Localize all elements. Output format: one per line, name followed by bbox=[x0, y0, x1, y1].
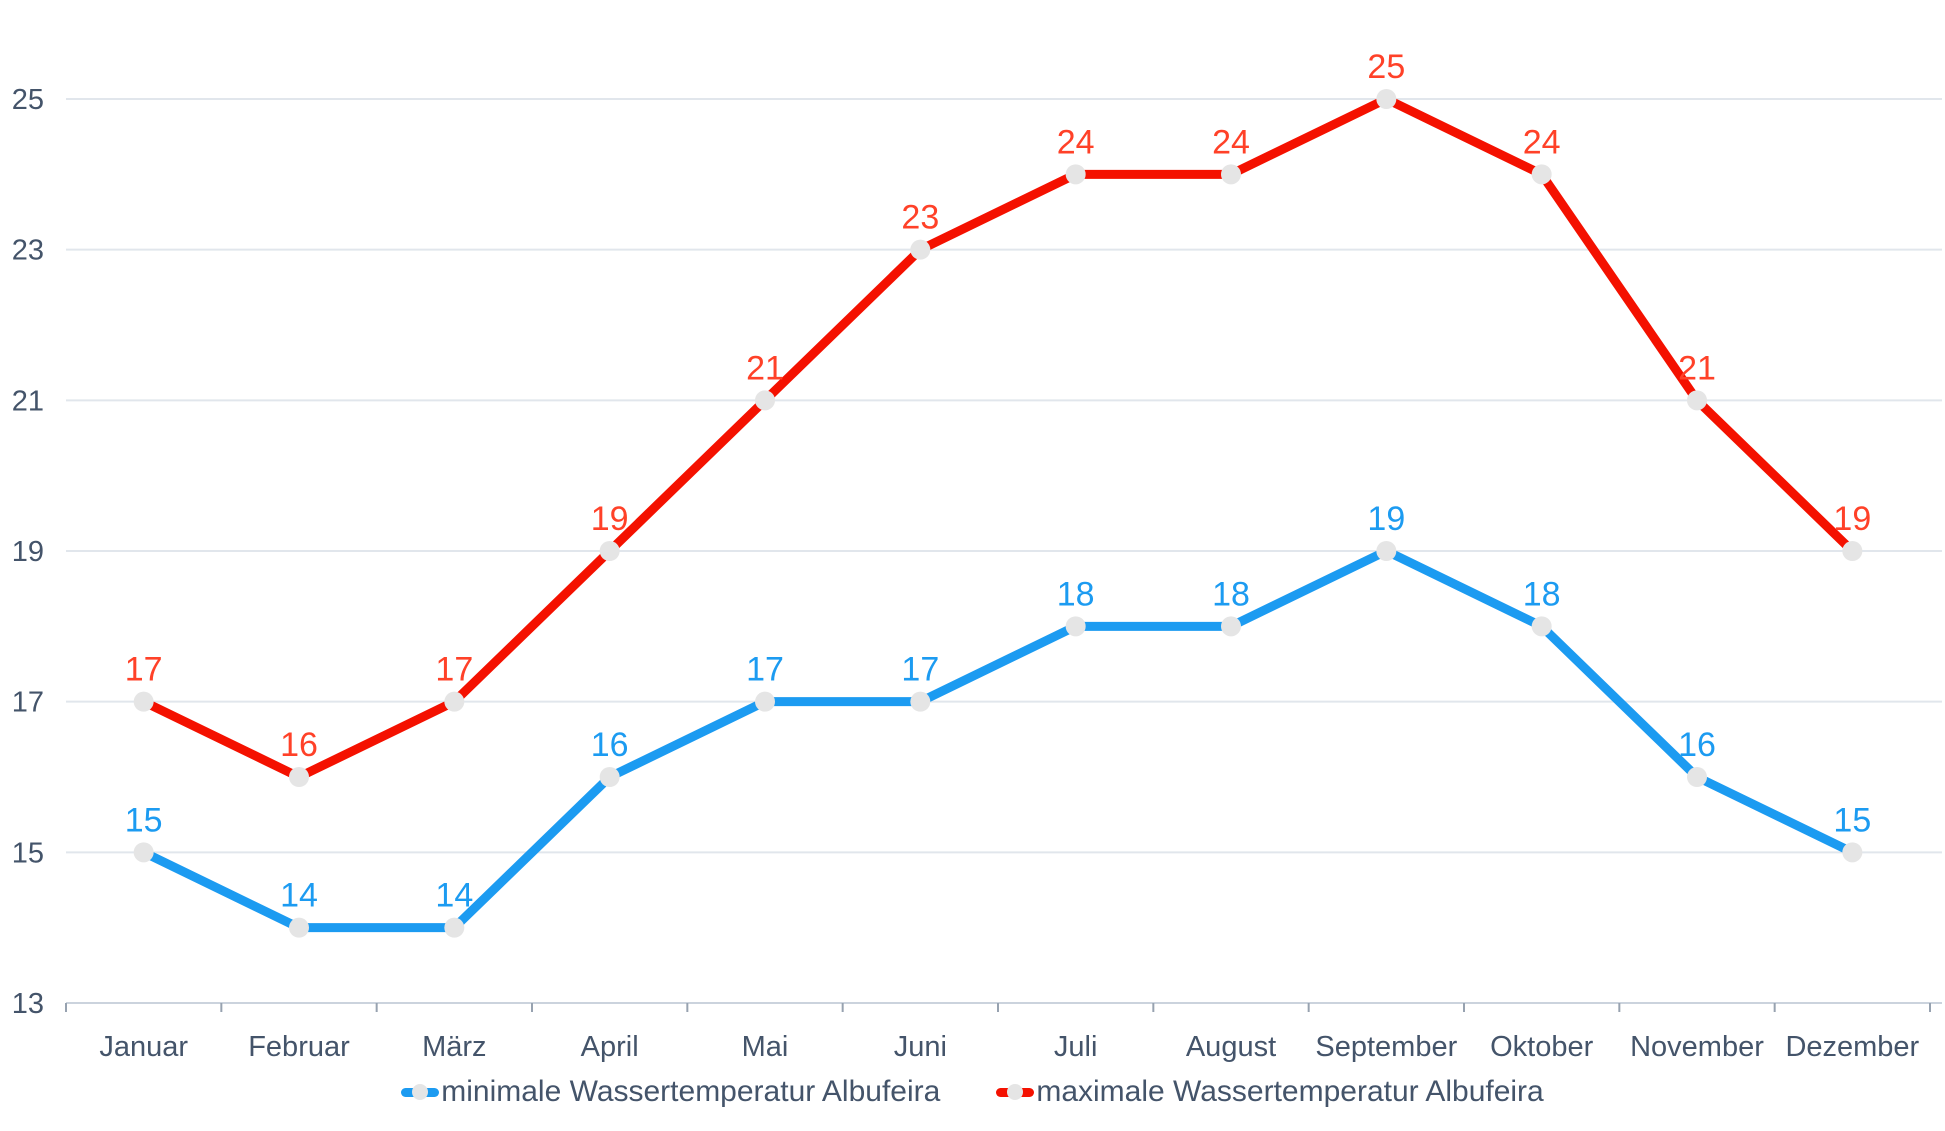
x-axis-label-september: September bbox=[1315, 1031, 1457, 1063]
data-point-label-min-temperature: 18 bbox=[1523, 575, 1561, 613]
y-axis-label-15: 15 bbox=[12, 837, 44, 869]
data-point-marker-min-temperature bbox=[599, 767, 620, 787]
min-series-legend-marker-icon bbox=[401, 1082, 440, 1102]
data-point-marker-min-temperature bbox=[1221, 616, 1241, 637]
max-series-legend-dot bbox=[1007, 1084, 1024, 1100]
data-point-label-min-temperature: 16 bbox=[591, 726, 629, 764]
x-axis-label-mai: Mai bbox=[742, 1031, 789, 1063]
x-axis-label-oktober: Oktober bbox=[1490, 1031, 1593, 1063]
x-axis-label-märz: März bbox=[422, 1031, 486, 1063]
data-point-marker-min-temperature bbox=[1065, 616, 1086, 637]
data-point-marker-max-temperature bbox=[1221, 164, 1241, 185]
data-point-marker-max-temperature bbox=[755, 390, 775, 411]
data-point-label-min-temperature: 15 bbox=[125, 801, 163, 839]
data-point-marker-min-temperature bbox=[444, 917, 465, 938]
data-point-marker-max-temperature bbox=[1531, 164, 1552, 185]
x-axis-label-dezember: Dezember bbox=[1785, 1031, 1919, 1063]
legend-label-max: maximale Wassertemperatur Albufeira bbox=[1036, 1075, 1544, 1108]
data-point-label-max-temperature: 23 bbox=[901, 199, 939, 237]
data-point-marker-min-temperature bbox=[1376, 541, 1397, 561]
data-point-label-max-temperature: 21 bbox=[1678, 349, 1716, 387]
data-point-marker-max-temperature bbox=[1687, 390, 1707, 411]
y-axis-label-25: 25 bbox=[12, 84, 44, 116]
data-point-label-min-temperature: 17 bbox=[901, 651, 939, 689]
data-point-marker-max-temperature bbox=[289, 767, 309, 787]
data-point-label-min-temperature: 18 bbox=[1057, 575, 1095, 613]
data-point-label-max-temperature: 17 bbox=[435, 651, 473, 689]
series-line-min-temperature bbox=[139, 546, 1857, 933]
data-point-label-max-temperature: 25 bbox=[1367, 48, 1405, 86]
data-point-marker-max-temperature bbox=[599, 541, 620, 561]
y-axis-label-17: 17 bbox=[12, 687, 44, 719]
data-point-label-max-temperature: 21 bbox=[746, 349, 784, 387]
data-point-marker-min-temperature bbox=[133, 842, 154, 863]
data-point-marker-max-temperature bbox=[1065, 164, 1086, 185]
max-series-legend-marker-icon bbox=[996, 1082, 1035, 1102]
data-point-label-min-temperature: 18 bbox=[1212, 575, 1250, 613]
data-point-marker-max-temperature bbox=[1376, 89, 1397, 109]
data-point-marker-max-temperature bbox=[133, 691, 154, 712]
y-axis-label-21: 21 bbox=[12, 385, 44, 417]
data-point-label-min-temperature: 19 bbox=[1367, 500, 1405, 538]
data-point-label-max-temperature: 24 bbox=[1523, 123, 1561, 161]
data-point-marker-min-temperature bbox=[289, 917, 309, 938]
x-axis-label-november: November bbox=[1630, 1031, 1764, 1063]
data-point-marker-min-temperature bbox=[1531, 616, 1552, 637]
x-axis-label-august: August bbox=[1186, 1031, 1276, 1063]
data-point-label-max-temperature: 19 bbox=[1833, 500, 1871, 538]
data-point-label-max-temperature: 24 bbox=[1057, 123, 1095, 161]
data-point-label-min-temperature: 14 bbox=[280, 877, 318, 915]
x-axis-label-januar: Januar bbox=[99, 1031, 188, 1063]
x-axis-label-april: April bbox=[581, 1031, 639, 1063]
data-point-label-max-temperature: 16 bbox=[280, 726, 318, 764]
x-axis-label-februar: Februar bbox=[248, 1031, 350, 1063]
y-axis-label-19: 19 bbox=[12, 536, 44, 568]
legend-label-min: minimale Wassertemperatur Albufeira bbox=[441, 1075, 941, 1108]
y-axis-label-13: 13 bbox=[12, 988, 44, 1020]
min-series-legend-dot bbox=[412, 1084, 429, 1100]
data-point-marker-min-temperature bbox=[1842, 842, 1863, 863]
x-axis-label-juli: Juli bbox=[1054, 1031, 1098, 1063]
chart-legend: minimale Wassertemperatur Albufeira maxi… bbox=[0, 1070, 1945, 1114]
data-point-label-max-temperature: 19 bbox=[591, 500, 629, 538]
series-line-max-temperature bbox=[139, 94, 1857, 782]
y-axis-label-23: 23 bbox=[12, 235, 44, 267]
data-point-marker-min-temperature bbox=[755, 691, 775, 712]
data-point-marker-max-temperature bbox=[444, 691, 465, 712]
data-point-marker-min-temperature bbox=[1687, 767, 1707, 787]
data-point-marker-min-temperature bbox=[910, 691, 931, 712]
data-point-label-min-temperature: 17 bbox=[746, 651, 784, 689]
x-axis-label-juni: Juni bbox=[894, 1031, 947, 1063]
data-point-label-min-temperature: 16 bbox=[1678, 726, 1716, 764]
data-point-label-min-temperature: 15 bbox=[1833, 801, 1871, 839]
legend-item-min: minimale Wassertemperatur Albufeira bbox=[401, 1077, 940, 1107]
data-point-label-min-temperature: 14 bbox=[435, 877, 473, 915]
data-point-label-max-temperature: 24 bbox=[1212, 123, 1250, 161]
data-point-marker-max-temperature bbox=[910, 239, 931, 260]
data-point-label-max-temperature: 17 bbox=[125, 651, 163, 689]
data-point-marker-max-temperature bbox=[1842, 541, 1863, 561]
legend-item-max: maximale Wassertemperatur Albufeira bbox=[996, 1075, 1544, 1108]
